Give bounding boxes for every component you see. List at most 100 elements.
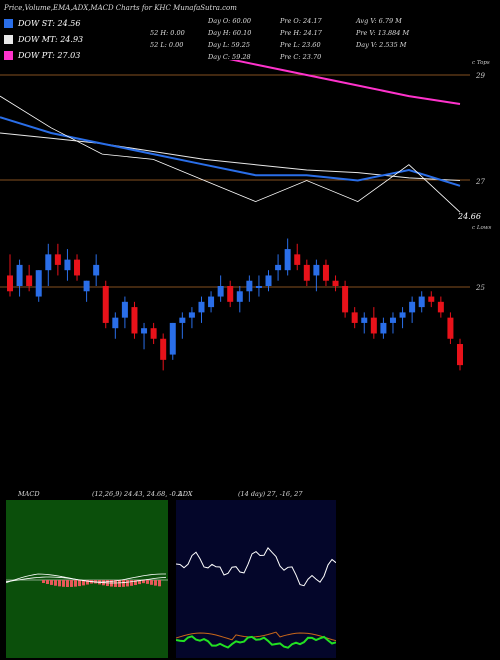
candle-body — [313, 264, 320, 276]
candle-body — [370, 317, 377, 334]
macd-label: MACD — [18, 490, 40, 498]
macd-histogram-bar — [138, 580, 141, 585]
candle-body — [198, 301, 205, 313]
macd-histogram-bar — [134, 580, 137, 586]
macd-histogram-bar — [146, 580, 149, 584]
macd-histogram-bar — [118, 580, 121, 587]
tick-29: 29 — [475, 72, 485, 80]
legend-label-dow-mt: DOW MT: 24.93 — [18, 34, 84, 44]
chart-title: Price,Volume,EMA,ADX,MACD Charts for KHC… — [4, 4, 237, 12]
macd-histogram-bar — [150, 580, 153, 585]
candle-body — [54, 254, 61, 265]
macd-histogram-bar — [114, 580, 117, 587]
candle-body — [294, 254, 301, 265]
macd-histogram-bar — [50, 580, 53, 585]
legend-swatch-dow-st — [4, 18, 13, 28]
macd-histogram-bar — [62, 580, 65, 587]
candle-body — [351, 312, 358, 323]
candle-body — [275, 264, 282, 271]
macd-params: (12,26,9) 24.43, 24.68, -0.2 — [92, 490, 182, 498]
macd-histogram-bar — [126, 580, 129, 587]
candle-body — [64, 259, 71, 271]
candle-body — [227, 286, 234, 302]
stat-day-high: Day H: 60.10 — [208, 29, 252, 37]
stat-avg-volume: Avg V: 6.79 M — [356, 17, 402, 25]
legend-dow-mt: DOW MT: 24.93 — [4, 32, 83, 46]
stat-day-open: Day O: 60.00 — [208, 17, 252, 25]
candle-body — [160, 338, 167, 360]
adx-line — [176, 547, 336, 587]
tick-25: 25 — [475, 284, 485, 292]
macd-histogram-bar — [86, 580, 89, 585]
candle-body — [342, 286, 349, 313]
stat-52h: 52 H: 0.00 — [150, 29, 185, 37]
candle-body — [102, 286, 109, 323]
macd-histogram-bar — [58, 580, 61, 587]
candle-body — [179, 317, 186, 323]
candle-body — [217, 286, 224, 297]
candle-body — [361, 317, 368, 323]
candle-body — [7, 275, 13, 292]
price-line — [0, 95, 461, 213]
candle-body — [83, 280, 90, 292]
stat-pre-low: Pre L: 23.60 — [280, 41, 321, 49]
candle-body — [131, 307, 138, 334]
candle-body — [265, 275, 272, 286]
adx-params: (14 day) 27, -16, 27 — [238, 490, 303, 498]
candle-body — [284, 249, 291, 271]
candle-body — [121, 301, 128, 318]
candle-body — [303, 264, 310, 281]
candle-body — [246, 280, 253, 292]
adx-background — [176, 500, 336, 658]
macd-histogram-bar — [42, 580, 45, 583]
candle-body — [74, 259, 81, 276]
candle-body — [447, 317, 454, 339]
candle-body — [236, 291, 243, 302]
candle-body — [141, 328, 148, 334]
macd-histogram-bar — [154, 580, 157, 586]
candle-body — [188, 312, 195, 318]
candle-body — [26, 275, 33, 286]
candle-body — [16, 264, 23, 286]
candle-body — [93, 264, 100, 276]
macd-histogram-bar — [82, 580, 85, 586]
stat-day-volume: Day V: 2.535 M — [356, 41, 407, 49]
candle-body — [255, 286, 262, 288]
candle-body — [457, 344, 463, 366]
stat-pre-open: Pre O: 24.17 — [280, 17, 322, 25]
candle-body — [45, 254, 52, 271]
macd-histogram-bar — [70, 580, 73, 587]
candle-body — [332, 280, 339, 286]
last-price: 24.66 — [457, 212, 481, 221]
adx-plus-di-line — [176, 635, 336, 649]
candle-body — [428, 296, 435, 302]
macd-histogram-bar — [78, 580, 81, 587]
candle-body — [150, 328, 157, 339]
candle-body — [409, 301, 416, 313]
stat-pre-close: Pre C: 23.70 — [280, 53, 322, 61]
price-chart: c Tops 29 27 24.66 c Lows 25 — [0, 60, 492, 371]
macd-signal-line — [6, 576, 167, 584]
stat-pre-high: Pre H: 24.17 — [280, 29, 322, 37]
stat-pre-volume: Pre V: 13.884 M — [356, 29, 410, 37]
adx-panel — [176, 500, 336, 658]
legend-swatch-dow-pt — [4, 50, 13, 60]
candle-body — [169, 322, 176, 355]
candle-body — [322, 264, 329, 281]
macd-histogram-bar — [130, 580, 133, 586]
macd-histogram-bar — [54, 580, 57, 586]
candle-body — [437, 301, 444, 313]
stat-day-low: Day L: 59.25 — [208, 41, 251, 49]
candle-body — [389, 317, 396, 323]
candle-body — [418, 296, 425, 308]
stat-52l: 52 L: 0.00 — [150, 41, 184, 49]
tick-27: 27 — [475, 178, 485, 186]
candle-body — [112, 317, 119, 329]
ema-short-line — [0, 116, 461, 187]
candle-body — [35, 270, 42, 297]
legend-swatch-dow-mt — [4, 34, 13, 44]
legend-dow-st: DOW ST: 24.56 — [4, 16, 80, 30]
ema-long-line — [228, 60, 461, 105]
macd-histogram-bar — [66, 580, 69, 587]
macd-histogram-bar — [74, 580, 77, 587]
